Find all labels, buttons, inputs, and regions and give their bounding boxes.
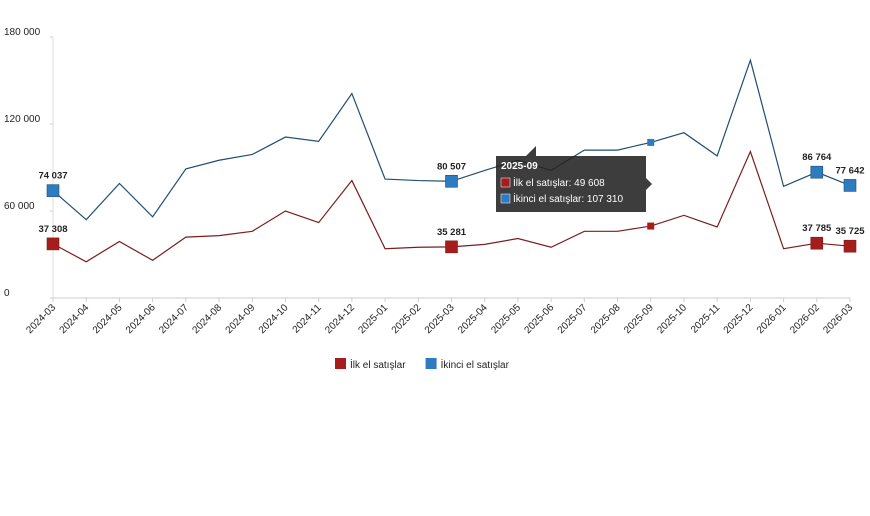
y-tick-label: 60 000 — [4, 201, 35, 212]
legend-label: İkinci el satışlar — [441, 358, 510, 371]
x-tick-label: 2025-04 — [456, 302, 490, 336]
x-tick-label: 2024-11 — [291, 302, 325, 336]
x-tick-label: 2025-05 — [489, 302, 523, 336]
x-tick-label: 2025-01 — [356, 302, 390, 336]
x-tick-label: 2026-02 — [788, 302, 822, 336]
value-label: 37 308 — [38, 224, 67, 235]
y-tick-label: 120 000 — [4, 114, 41, 125]
value-label: 86 764 — [802, 152, 832, 163]
x-tick-label: 2026-01 — [755, 302, 789, 336]
x-tick-label: 2024-09 — [224, 302, 258, 336]
tooltip-swatch — [500, 193, 511, 204]
point-marker — [647, 222, 655, 230]
x-tick-label: 2024-03 — [24, 302, 58, 336]
x-tick-label: 2025-08 — [589, 302, 623, 336]
x-tick-label: 2024-07 — [157, 302, 191, 336]
point-marker — [445, 240, 458, 254]
point-marker — [445, 174, 458, 188]
x-tick-label: 2025-10 — [655, 302, 689, 336]
x-tick-label: 2025-06 — [523, 302, 557, 336]
value-label: 74 037 — [38, 171, 67, 182]
x-tick-label: 2024-08 — [190, 302, 224, 336]
tooltip-arrow — [526, 146, 536, 156]
point-marker — [843, 179, 857, 192]
x-tick-label: 2025-12 — [722, 302, 756, 336]
tooltip-line: İkinci el satışlar: 107 310 — [513, 192, 623, 205]
x-tick-label: 2025-02 — [390, 302, 424, 336]
x-tick-label: 2024-10 — [257, 302, 291, 336]
legend-label: İlk el satışlar — [350, 358, 406, 371]
point-marker — [810, 236, 824, 250]
y-tick-label: 180 000 — [4, 27, 41, 38]
x-tick-label: 2025-07 — [556, 302, 590, 336]
tooltip-title: 2025-09 — [501, 161, 538, 172]
value-label: 77 642 — [835, 165, 864, 176]
x-tick-label: 2024-06 — [124, 302, 158, 336]
value-label: 80 507 — [437, 161, 466, 172]
tooltip-swatch — [500, 177, 511, 188]
x-tick-label: 2025-11 — [689, 302, 723, 336]
y-tick-label: 0 — [4, 288, 10, 299]
value-label: 37 785 — [802, 223, 832, 234]
x-tick-label: 2024-12 — [323, 302, 357, 336]
x-tick-label: 2026-03 — [821, 302, 855, 336]
x-tick-label: 2024-05 — [91, 302, 125, 336]
legend-swatch — [335, 358, 346, 369]
legend-swatch — [425, 358, 437, 369]
point-marker — [46, 184, 60, 197]
point-marker — [843, 239, 857, 253]
x-tick-label: 2025-03 — [423, 302, 457, 336]
value-label: 35 281 — [437, 227, 467, 238]
x-tick-label: 2024-04 — [58, 302, 92, 336]
point-marker — [647, 138, 655, 146]
point-marker — [46, 237, 60, 251]
tooltip-box — [496, 156, 652, 212]
value-label: 35 725 — [835, 226, 865, 237]
point-marker — [810, 165, 824, 179]
tooltip-line: İlk el satışlar: 49 608 — [513, 176, 605, 189]
tooltip: 2025-09 İlk el satışlar: 49 608 İkinci el … — [496, 146, 652, 212]
x-tick-label: 2025-09 — [622, 302, 656, 336]
